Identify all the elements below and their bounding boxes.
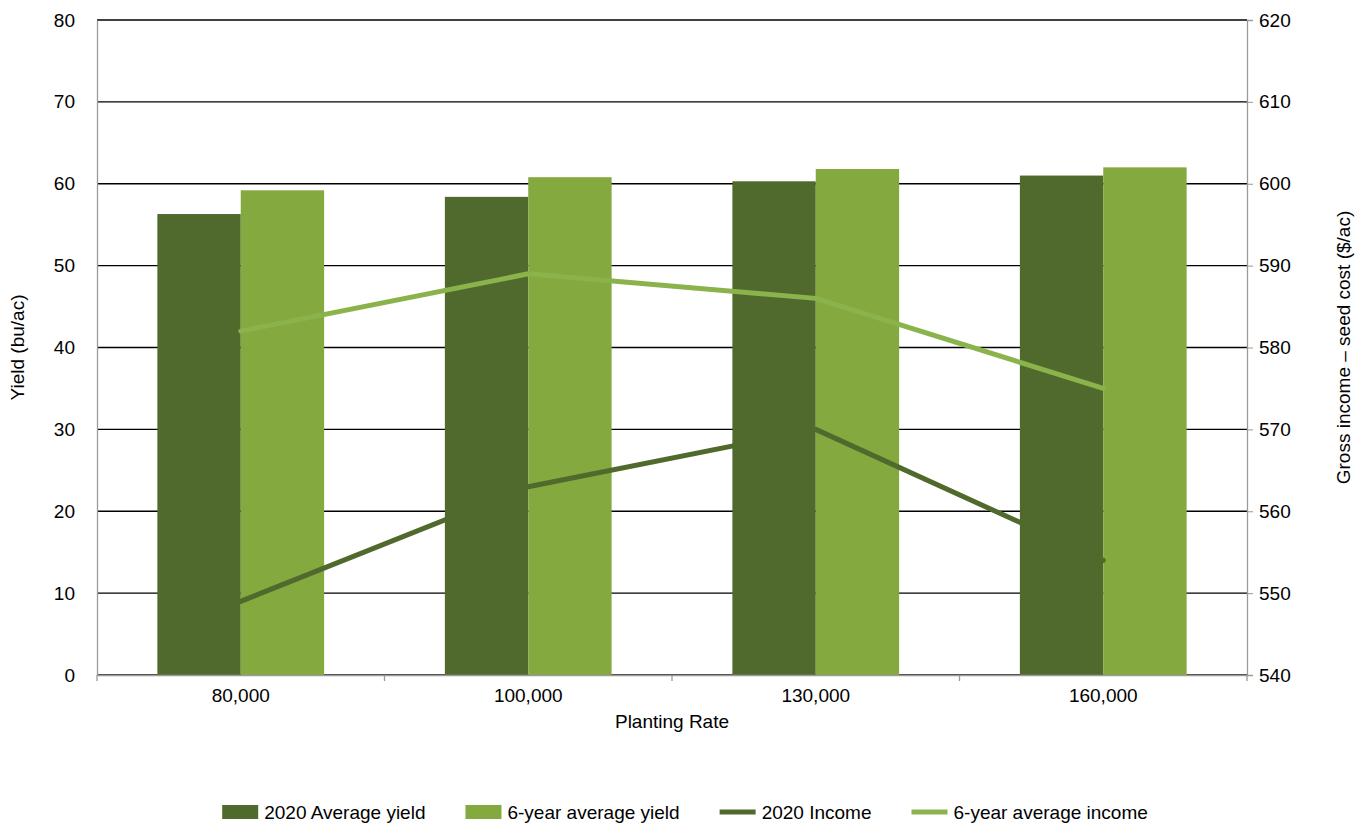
bar <box>528 177 611 675</box>
tick-mark <box>1247 184 1253 185</box>
tick: 80 <box>54 10 97 31</box>
legend-item: 2020 Average yield <box>222 802 425 823</box>
tick: 160,000 <box>1069 675 1138 706</box>
tick-label: 590 <box>1259 255 1291 276</box>
tick-label: 160,000 <box>1069 685 1138 706</box>
tick-label: 540 <box>1259 665 1291 686</box>
category-separator <box>96 675 97 681</box>
tick: 550 <box>1247 583 1291 604</box>
tick-label: 40 <box>54 337 75 358</box>
tick: 560 <box>1247 501 1291 522</box>
tick: 40 <box>54 337 97 358</box>
tick-label: 100,000 <box>494 685 563 706</box>
tick-label: 50 <box>54 255 75 276</box>
tick: 30 <box>54 419 97 440</box>
tick: 100,000 <box>494 675 563 706</box>
tick: 580 <box>1247 337 1291 358</box>
tick-label: 560 <box>1259 501 1291 522</box>
y-axis-title: Yield (bu/ac) <box>7 295 28 401</box>
category-separator <box>384 675 385 681</box>
grid-line <box>97 101 1247 102</box>
tick-mark <box>1247 675 1253 676</box>
tick: 80,000 <box>212 675 270 706</box>
legend-label: 2020 Average yield <box>264 802 425 823</box>
tick: 0 <box>64 665 97 686</box>
x-axis: 80,000 100,000 130,000 160,000 <box>98 675 1248 706</box>
line <box>241 429 1104 601</box>
tick-mark <box>1247 429 1253 430</box>
tick-label: 130,000 <box>781 685 850 706</box>
tick: 20 <box>54 501 97 522</box>
y2-axis-title: Gross income – seed cost ($/ac) <box>1333 211 1354 485</box>
bar <box>157 214 240 675</box>
line <box>241 274 1104 389</box>
legend-swatch <box>465 805 501 819</box>
tick-label: 550 <box>1259 583 1291 604</box>
axis-line <box>1248 21 1254 676</box>
legend-label: 2020 Income <box>762 802 872 823</box>
bar <box>241 190 324 675</box>
tick-label: 60 <box>54 173 75 194</box>
tick: 620 <box>1247 10 1291 31</box>
tick-label: 620 <box>1259 10 1291 31</box>
legend-swatch <box>720 810 756 815</box>
tick: 50 <box>54 255 97 276</box>
y-axis: 0 10 20 30 40 50 60 70 80 <box>54 10 98 686</box>
tick-label: 70 <box>54 91 75 112</box>
grid-line <box>97 19 1247 20</box>
axis-line <box>97 21 98 676</box>
plot-marks <box>157 167 1186 675</box>
tick-label: 610 <box>1259 91 1291 112</box>
category-separator <box>671 675 672 681</box>
tick-mark <box>1247 511 1253 512</box>
y2-axis: 540 550 560 570 580 590 600 610 620 <box>1247 10 1291 686</box>
tick-mark <box>1247 348 1253 349</box>
legend-item: 2020 Income <box>720 802 872 823</box>
legend: 2020 Average yield 6-year average yield 20… <box>222 802 1148 823</box>
tick-label: 80,000 <box>212 685 270 706</box>
tick: 610 <box>1247 91 1291 112</box>
tick: 10 <box>54 583 97 604</box>
legend-label: 6-year average yield <box>507 802 679 823</box>
legend-item: 6-year average yield <box>465 802 679 823</box>
bar <box>1103 167 1186 675</box>
tick-mark <box>1247 266 1253 267</box>
tick-label: 80 <box>54 10 75 31</box>
tick-mark <box>1247 20 1253 21</box>
tick-label: 10 <box>54 583 75 604</box>
grid <box>97 20 1247 675</box>
tick: 600 <box>1247 173 1291 194</box>
tick: 570 <box>1247 419 1291 440</box>
tick: 60 <box>54 173 97 194</box>
x-axis-title: Planting Rate <box>615 711 729 732</box>
bar <box>732 181 815 675</box>
tick-mark <box>1247 593 1253 594</box>
legend-swatch <box>222 805 258 819</box>
bar <box>816 169 899 675</box>
tick-label: 580 <box>1259 337 1291 358</box>
category-separator <box>1246 675 1247 681</box>
bar <box>1020 176 1103 675</box>
tick: 70 <box>54 91 97 112</box>
tick-label: 570 <box>1259 419 1291 440</box>
category-separator <box>959 675 960 681</box>
tick-label: 30 <box>54 419 75 440</box>
tick: 590 <box>1247 255 1291 276</box>
tick-label: 600 <box>1259 173 1291 194</box>
tick-label: 20 <box>54 501 75 522</box>
tick: 130,000 <box>781 675 850 706</box>
legend-label: 6-year average income <box>953 802 1147 823</box>
tick-label: 0 <box>64 665 75 686</box>
tick-mark <box>1247 102 1253 103</box>
tick: 540 <box>1247 665 1291 686</box>
bar <box>445 197 528 675</box>
legend-swatch <box>911 810 947 815</box>
legend-item: 6-year average income <box>911 802 1147 823</box>
